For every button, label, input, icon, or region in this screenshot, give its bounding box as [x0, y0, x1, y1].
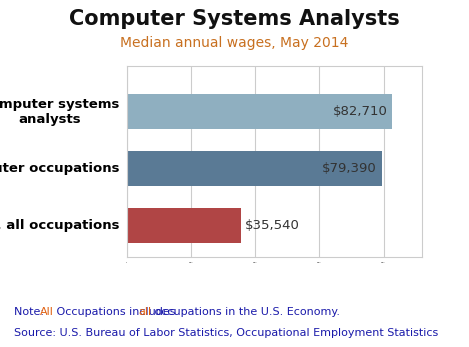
- Text: Median annual wages, May 2014: Median annual wages, May 2014: [121, 36, 348, 50]
- Text: $79,390: $79,390: [322, 162, 377, 175]
- Bar: [127, 94, 392, 129]
- Text: all: all: [138, 307, 151, 317]
- Text: Note:: Note:: [14, 307, 47, 317]
- Text: All: All: [40, 307, 54, 317]
- Text: Occupations includes: Occupations includes: [53, 307, 179, 317]
- Text: $82,710: $82,710: [333, 105, 387, 118]
- Bar: [127, 151, 382, 186]
- Text: Computer Systems Analysts: Computer Systems Analysts: [69, 9, 400, 29]
- Text: $35,540: $35,540: [245, 219, 300, 232]
- Text: Source: U.S. Bureau of Labor Statistics, Occupational Employment Statistics: Source: U.S. Bureau of Labor Statistics,…: [14, 328, 439, 338]
- Bar: [127, 208, 241, 243]
- Text: occupations in the U.S. Economy.: occupations in the U.S. Economy.: [151, 307, 340, 317]
